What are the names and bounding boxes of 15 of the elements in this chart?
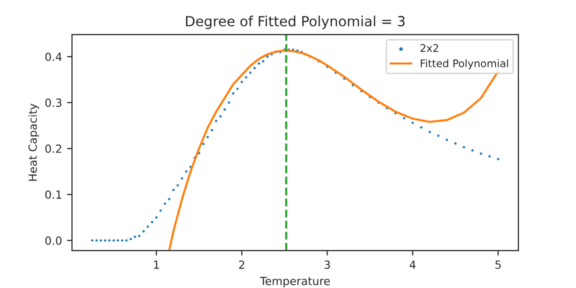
y-axis-title: Heat Capacity (28, 104, 40, 181)
x-tick-label: 3 (324, 260, 330, 269)
y-tick-label: 0.4 (45, 52, 62, 61)
legend-label: 2x2 (420, 44, 438, 52)
x-tick-label: 2 (239, 260, 244, 269)
x-tick-label: 5 (495, 260, 501, 269)
y-tick-label: 0.1 (45, 190, 62, 199)
x-axis-title: Temperature (260, 276, 330, 288)
chart-title: Degree of Fitted Polynomial = 3 (186, 16, 405, 30)
x-tick-label: 4 (410, 260, 416, 269)
y-tick-label: 0.3 (45, 98, 62, 107)
x-tick-label: 1 (154, 260, 159, 269)
legend-label: Fitted Polynomial (420, 59, 508, 70)
y-tick-label: 0.0 (45, 236, 62, 245)
y-tick-label: 0.2 (45, 144, 62, 153)
